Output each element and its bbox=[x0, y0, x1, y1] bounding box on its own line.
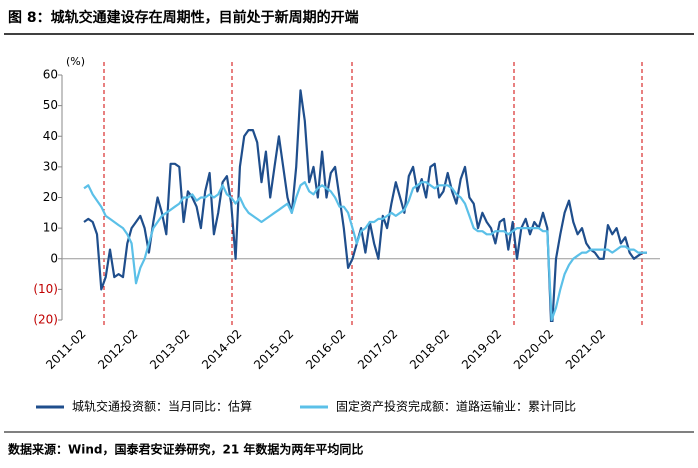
y-tick-label: 50 bbox=[43, 98, 58, 112]
legend-label: 城轨交通投资额：当月同比：估算 bbox=[72, 399, 252, 414]
x-tick-label: 2018-02 bbox=[407, 327, 452, 372]
x-tick-label: 2020-02 bbox=[511, 327, 556, 372]
y-tick-label: 30 bbox=[43, 159, 58, 173]
y-tick-label: 60 bbox=[43, 68, 58, 82]
y-tick-label: 20 bbox=[43, 190, 58, 204]
x-tick-label: 2011-02 bbox=[43, 327, 88, 372]
x-tick-label: 2017-02 bbox=[355, 327, 400, 372]
x-tick-label: 2021-02 bbox=[563, 327, 608, 372]
y-tick-label: (20) bbox=[33, 313, 58, 327]
y-tick-label: 10 bbox=[43, 221, 58, 235]
legend-label: 固定资产投资完成额：道路运输业：累计同比 bbox=[336, 399, 576, 414]
plot bbox=[83, 89, 647, 322]
x-tick-label: 2016-02 bbox=[303, 327, 348, 372]
x-tick-label: 2014-02 bbox=[199, 327, 244, 372]
x-tick-label: 2013-02 bbox=[147, 327, 192, 372]
y-unit: (%) bbox=[66, 55, 85, 68]
x-tick-label: 2019-02 bbox=[459, 327, 504, 372]
chart-title: 图 8：城轨交通建设存在周期性，目前处于新周期的开端 bbox=[8, 9, 359, 26]
series-line bbox=[83, 181, 647, 322]
y-tick-label: 40 bbox=[43, 129, 58, 143]
y-tick-label: 0 bbox=[50, 251, 58, 265]
y-tick-label: (10) bbox=[33, 282, 58, 296]
x-tick-label: 2015-02 bbox=[251, 327, 296, 372]
series-line bbox=[83, 89, 647, 322]
source: 数据来源：Wind，国泰君安证券研究，21 年数据为两年平均同比 bbox=[8, 442, 363, 457]
x-tick-label: 2012-02 bbox=[95, 327, 140, 372]
